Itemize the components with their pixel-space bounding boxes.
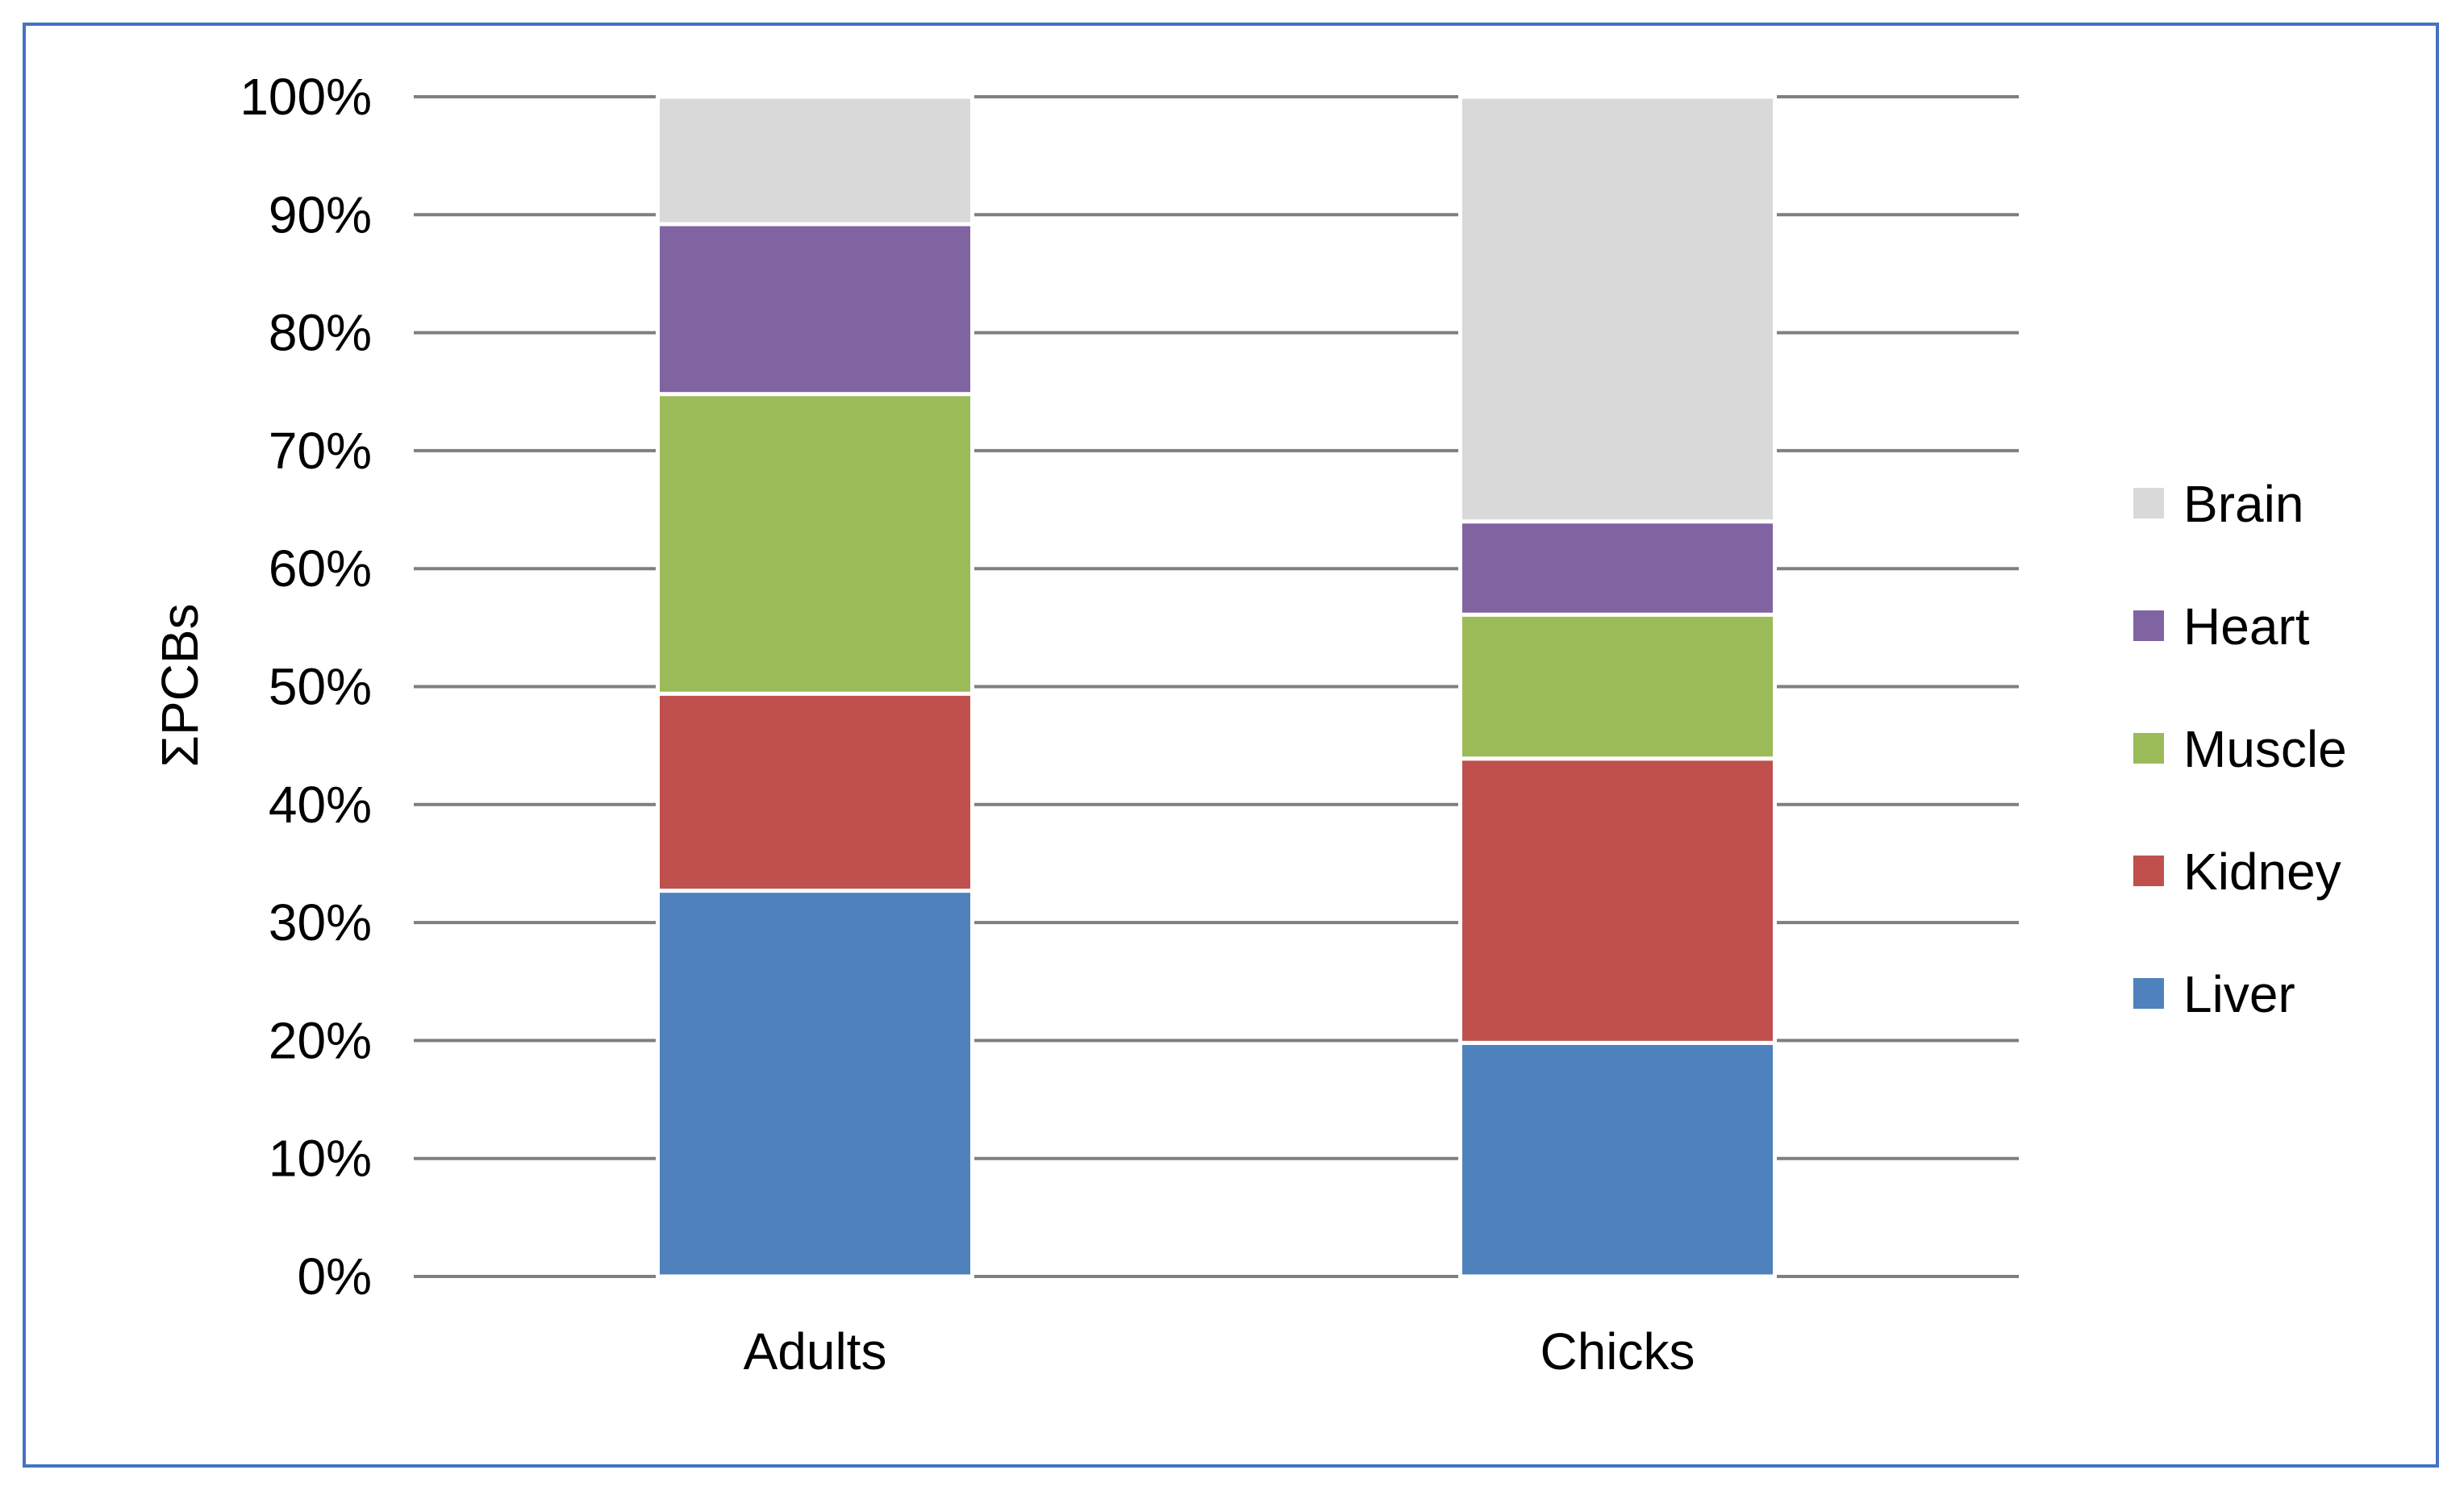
legend-label-kidney: Kidney bbox=[2183, 843, 2341, 901]
legend-swatch-heart bbox=[2133, 610, 2164, 641]
bar-segment-heart-adults bbox=[656, 222, 974, 397]
y-tick-label: 40% bbox=[269, 776, 372, 834]
x-category-labels: Adults Chicks bbox=[744, 1322, 1695, 1380]
y-tick-label: 0% bbox=[298, 1247, 373, 1305]
x-category-label: Adults bbox=[744, 1322, 887, 1380]
y-tick-labels: 0% 10% 20% 30% 40% 50% 60% 70% 80% 90% 100% bbox=[240, 68, 372, 1305]
legend-swatch-kidney bbox=[2133, 856, 2164, 886]
bar-segment-kidney-adults bbox=[656, 691, 974, 893]
legend-label-brain: Brain bbox=[2183, 475, 2303, 533]
x-category-label: Chicks bbox=[1540, 1322, 1695, 1380]
chart-frame bbox=[23, 23, 2439, 1468]
y-tick-label: 70% bbox=[269, 422, 372, 480]
bar-segment-liver-adults bbox=[656, 889, 974, 1279]
y-tick-label: 10% bbox=[269, 1130, 372, 1188]
y-axis-label: ΣPCBs bbox=[151, 603, 209, 767]
y-tick-label: 80% bbox=[269, 304, 372, 362]
bar-segment-muscle-chicks bbox=[1458, 612, 1777, 761]
bar-segment-liver-chicks bbox=[1458, 1040, 1777, 1279]
legend-swatch-liver bbox=[2133, 978, 2164, 1009]
y-tick-label: 50% bbox=[269, 658, 372, 716]
bar-segment-heart-chicks bbox=[1458, 519, 1777, 617]
y-tick-label: 90% bbox=[269, 185, 372, 244]
legend-label-heart: Heart bbox=[2183, 598, 2310, 656]
bar-segment-brain-adults bbox=[656, 94, 974, 227]
y-tick-label: 100% bbox=[240, 68, 372, 126]
legend-label-muscle: Muscle bbox=[2183, 720, 2347, 778]
bars bbox=[656, 94, 1777, 1279]
legend: Brain Heart Muscle Kidney Liver bbox=[2133, 475, 2347, 1023]
bar-segment-kidney-chicks bbox=[1458, 756, 1777, 1045]
y-tick-label: 60% bbox=[269, 539, 372, 598]
bar-segment-brain-chicks bbox=[1458, 94, 1777, 524]
gridlines bbox=[414, 95, 2019, 1278]
legend-swatch-muscle bbox=[2133, 733, 2164, 764]
y-tick-label: 30% bbox=[269, 893, 372, 951]
y-tick-label: 20% bbox=[269, 1011, 372, 1069]
legend-label-liver: Liver bbox=[2183, 965, 2295, 1023]
bar-segment-muscle-adults bbox=[656, 392, 974, 696]
legend-swatch-brain bbox=[2133, 488, 2164, 518]
